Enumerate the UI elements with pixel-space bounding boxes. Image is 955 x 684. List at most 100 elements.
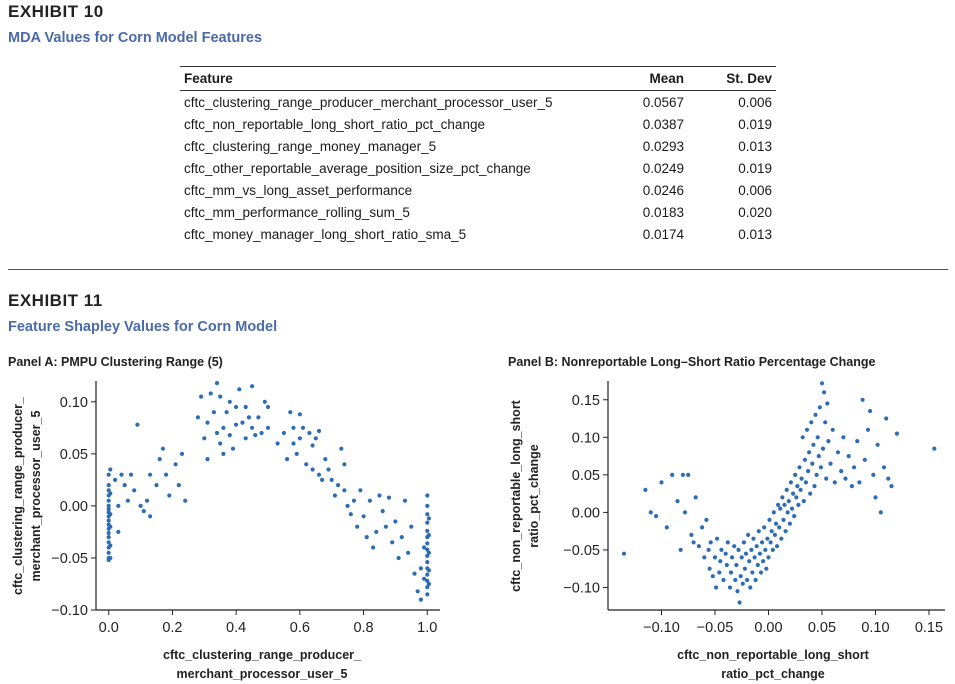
data-point: [371, 545, 376, 550]
data-point: [835, 450, 841, 455]
data-point: [784, 487, 789, 492]
data-point: [804, 427, 810, 432]
data-point: [425, 520, 430, 525]
data-point: [881, 465, 887, 470]
data-point: [800, 435, 805, 440]
data-point: [811, 442, 816, 447]
data-point: [830, 427, 835, 432]
data-point: [736, 547, 741, 553]
y-axis-label: ratio_pct_change: [527, 444, 541, 548]
data-point: [106, 530, 111, 536]
data-point: [817, 405, 822, 410]
data-point: [761, 559, 766, 564]
data-point: [780, 495, 785, 500]
column-header-stdev: St. Dev: [688, 66, 776, 91]
stdev-cell: 0.006: [738, 182, 772, 198]
data-point: [700, 525, 705, 530]
data-point: [329, 477, 334, 482]
data-point: [772, 532, 778, 538]
data-point: [425, 560, 430, 565]
data-point: [689, 532, 694, 538]
data-point: [932, 446, 937, 451]
x-axis-label: merchant_processor_user_5: [177, 667, 348, 681]
data-point: [374, 529, 379, 535]
data-point: [745, 577, 750, 583]
data-point: [144, 498, 150, 503]
data-point: [768, 540, 773, 545]
data-point: [754, 544, 759, 549]
data-point: [782, 502, 787, 507]
data-point: [675, 499, 680, 504]
data-point: [770, 547, 775, 553]
data-point: [776, 502, 781, 507]
data-point: [871, 472, 876, 477]
data-point: [621, 551, 627, 556]
data-point: [141, 509, 146, 514]
data-point: [108, 543, 113, 548]
data-point: [785, 510, 790, 515]
data-point: [789, 506, 795, 511]
x-tick-label: 0.8: [353, 620, 373, 636]
panel-b-title: Panel B: Nonreportable Long–Short Ratio …: [508, 355, 876, 369]
exhibit-10-title: EXHIBIT 10: [8, 2, 104, 21]
data-point: [839, 469, 844, 474]
data-point: [108, 467, 113, 472]
data-point: [355, 524, 360, 529]
feature-cell: cftc_clustering_range_producer_merchant_…: [184, 94, 553, 110]
data-point: [706, 547, 711, 553]
data-point: [425, 572, 430, 577]
data-point: [857, 480, 862, 485]
data-point: [810, 461, 815, 466]
data-point: [873, 495, 878, 500]
feature-cell: cftc_non_reportable_long_short_ratio_pct…: [184, 116, 485, 132]
data-point: [106, 483, 111, 488]
data-point: [826, 439, 831, 444]
mean-cell: 0.0567: [642, 94, 684, 110]
data-point: [779, 536, 784, 541]
data-point: [106, 550, 111, 555]
data-point: [743, 551, 749, 556]
y-tick-label: 0.00: [60, 499, 88, 515]
data-point: [757, 551, 763, 556]
data-point: [256, 415, 261, 420]
data-point: [710, 574, 715, 579]
data-point: [313, 436, 318, 441]
data-point: [764, 566, 769, 571]
data-point: [157, 457, 162, 462]
data-point: [766, 555, 771, 560]
data-point: [390, 540, 395, 545]
table-row: cftc_mm_performance_rolling_sum_5 0.0183…: [180, 201, 776, 223]
data-point: [148, 514, 153, 519]
data-point: [116, 503, 121, 508]
data-point: [106, 518, 111, 523]
data-point: [425, 585, 430, 590]
data-point: [132, 488, 137, 493]
data-point: [781, 517, 786, 523]
table-row: cftc_money_manager_long_short_ratio_sma_…: [180, 223, 776, 247]
data-point: [234, 404, 239, 410]
data-point: [304, 462, 309, 467]
data-point: [113, 477, 118, 482]
data-point: [218, 441, 223, 446]
stdev-cell: 0.019: [738, 116, 772, 132]
data-point: [412, 571, 417, 576]
y-tick-label: 0.10: [572, 430, 600, 446]
data-point: [377, 493, 382, 498]
mda-table: Feature Mean St. Dev cftc_clustering_ran…: [180, 66, 776, 247]
data-point: [265, 404, 271, 410]
x-tick-label: −0.05: [697, 620, 734, 636]
data-point: [253, 433, 258, 438]
data-point: [259, 430, 264, 436]
data-point: [122, 483, 127, 488]
y-tick-label: 0.05: [572, 468, 600, 484]
data-point: [320, 477, 325, 482]
data-point: [116, 529, 121, 535]
feature-cell: cftc_money_manager_long_short_ratio_sma_…: [184, 226, 467, 242]
data-point: [738, 574, 743, 579]
data-point: [265, 425, 271, 430]
data-point: [783, 529, 788, 534]
data-point: [875, 442, 880, 447]
data-point: [221, 425, 226, 430]
data-point: [707, 566, 712, 571]
data-point: [809, 420, 814, 425]
